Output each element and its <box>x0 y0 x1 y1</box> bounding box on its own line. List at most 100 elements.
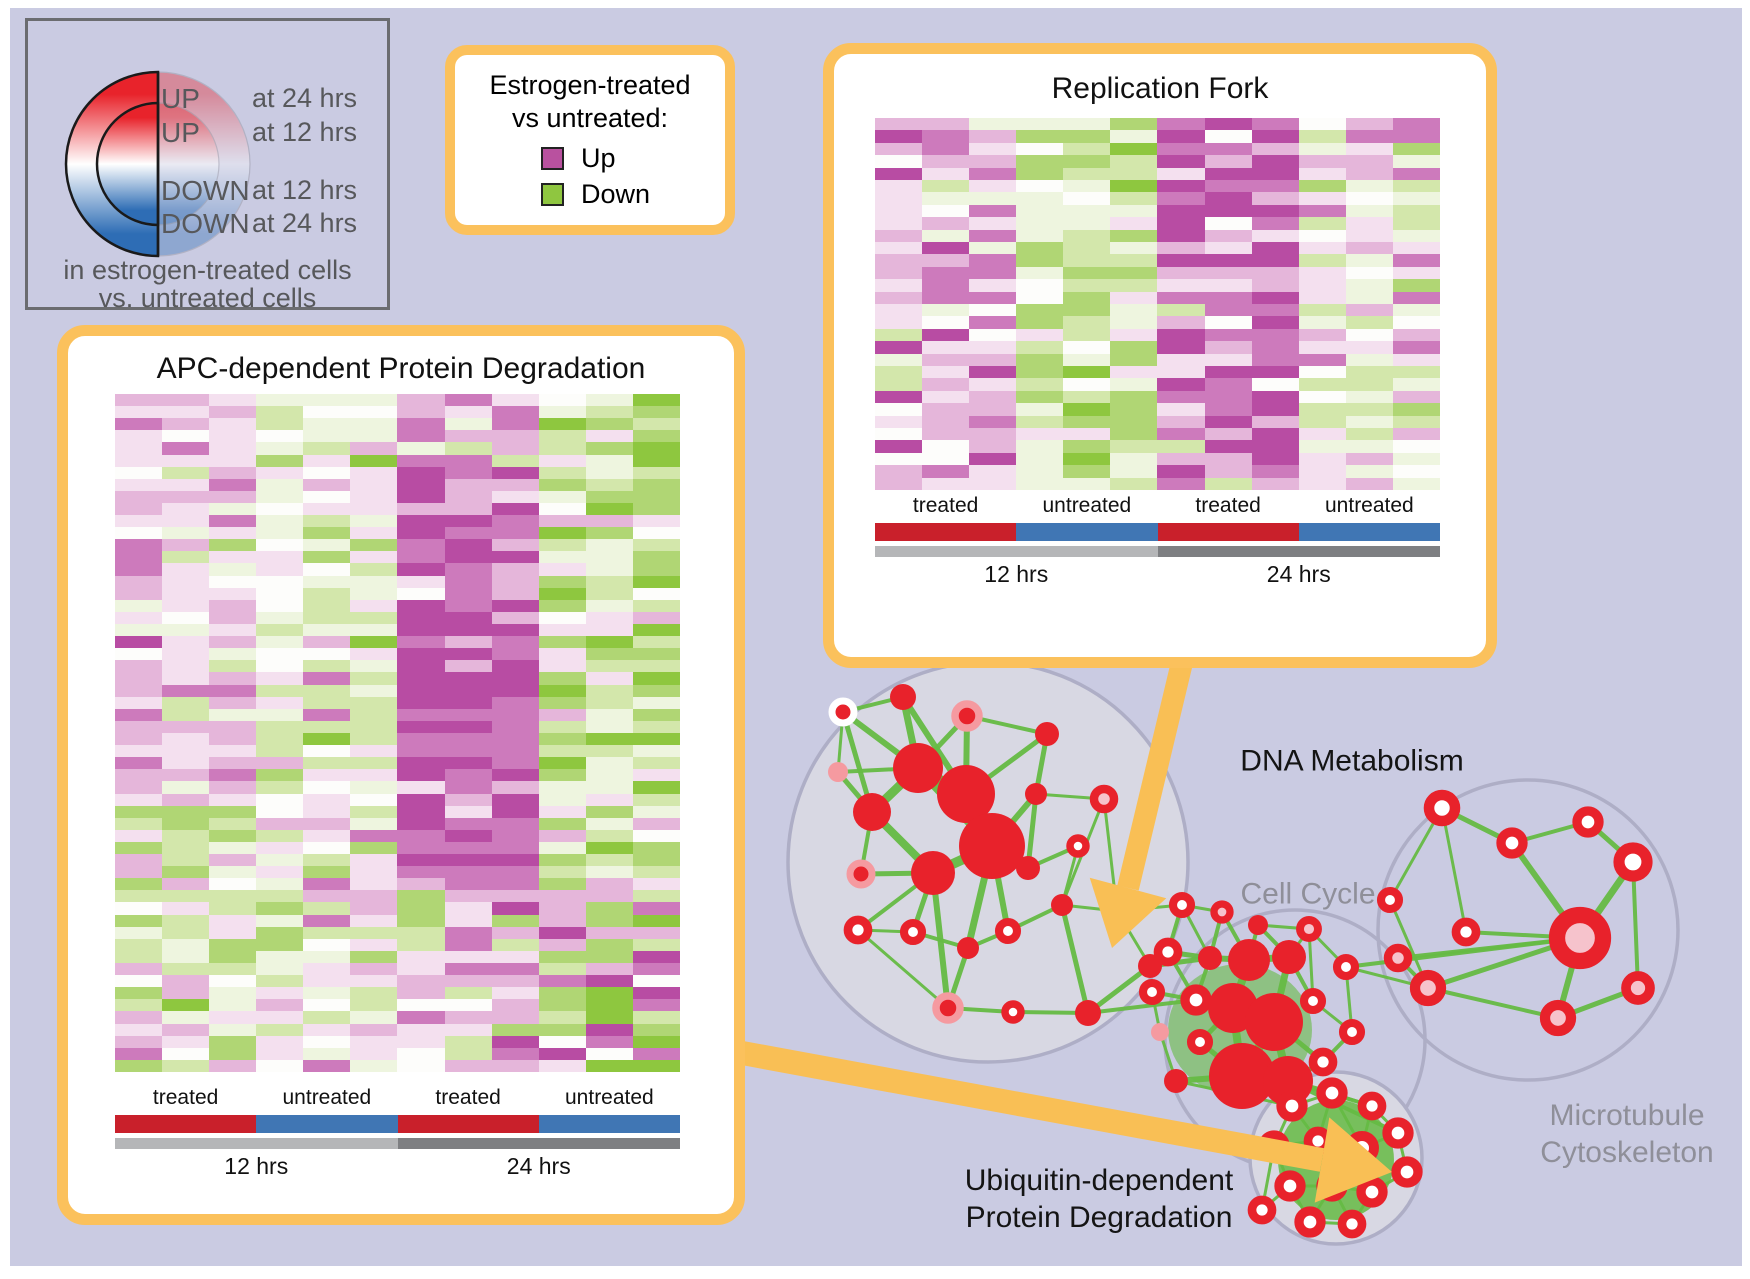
heatmap-cell <box>1016 415 1064 428</box>
axis-condition-bar <box>115 1115 257 1133</box>
heatmap-cell <box>491 502 539 516</box>
heatmap-cell <box>303 599 351 612</box>
heatmap-cell <box>1251 291 1299 304</box>
heatmap-cell <box>632 406 680 419</box>
heatmap-cell <box>491 854 539 867</box>
heatmap-cell <box>350 527 398 540</box>
axis-time-bar <box>875 546 1158 557</box>
heatmap-cell <box>1063 291 1111 304</box>
network-node <box>1272 940 1306 974</box>
heatmap-cell <box>1157 241 1205 255</box>
heatmap-cell <box>350 454 398 467</box>
heatmap-cell <box>632 1011 680 1024</box>
network-node <box>1051 894 1073 916</box>
heatmap-cell <box>1251 241 1299 255</box>
heatmap-cell <box>397 793 445 806</box>
heatmap-cell <box>491 563 539 576</box>
heatmap-cell <box>538 684 586 697</box>
heatmap-cell <box>256 890 304 903</box>
heatmap-cell <box>491 975 539 988</box>
heatmap-cell <box>162 805 210 818</box>
heatmap-cell <box>875 341 923 354</box>
heatmap-cell <box>1345 403 1393 416</box>
network-node <box>1075 1000 1101 1026</box>
network-node <box>994 917 1022 945</box>
color-key-label: Down <box>581 179 651 209</box>
heatmap-cell <box>256 878 304 891</box>
heatmap-cell <box>632 829 680 842</box>
heatmap-cell <box>1251 365 1299 379</box>
network-node <box>1274 1170 1306 1202</box>
heatmap-cell <box>209 720 257 733</box>
heatmap-cell <box>209 575 257 588</box>
heatmap-cell <box>1157 403 1205 416</box>
heatmap-cell <box>397 926 445 939</box>
heatmap-cell <box>585 490 633 503</box>
axis-condition-bar <box>397 1115 539 1133</box>
heatmap-cell <box>162 963 210 976</box>
heatmap-cell <box>397 1059 445 1072</box>
heatmap-cell <box>1016 440 1064 453</box>
heatmap-cell <box>491 793 539 806</box>
heatmap-cell <box>585 551 633 564</box>
heatmap-cell <box>491 938 539 951</box>
heatmap-cell <box>538 599 586 612</box>
replication-fork-axis: treated untreated treated untreated 12 hrs 24… <box>875 494 1440 588</box>
heatmap-cell <box>1345 142 1393 156</box>
heatmap-cell <box>350 854 398 867</box>
heatmap-cell <box>115 793 163 806</box>
heatmap-cell <box>922 167 970 180</box>
heatmap-cell <box>922 353 970 366</box>
heatmap-cell <box>444 805 492 818</box>
heatmap-cell <box>209 696 257 709</box>
heatmap-cell <box>1110 353 1158 366</box>
heatmap-cell <box>1345 415 1393 428</box>
heatmap-cell <box>1251 204 1299 218</box>
heatmap-cell <box>1016 316 1064 329</box>
heatmap-cell <box>969 118 1017 131</box>
heatmap-cell <box>115 454 163 467</box>
replication-fork-panel: Replication Fork treated untreated treated… <box>823 43 1497 668</box>
heatmap-cell <box>922 241 970 255</box>
network-node <box>1332 953 1360 981</box>
heatmap-cell <box>969 353 1017 366</box>
heatmap-cell <box>162 854 210 867</box>
heatmap-cell <box>538 769 586 782</box>
heatmap-cell <box>1392 316 1440 329</box>
heatmap-cell <box>444 890 492 903</box>
heatmap-cell <box>115 611 163 625</box>
heatmap-cell <box>444 672 492 685</box>
heatmap-cell <box>491 454 539 467</box>
heatmap-cell <box>256 975 304 988</box>
heatmap-cell <box>350 1047 398 1060</box>
heatmap-cell <box>491 1047 539 1060</box>
heatmap-cell <box>1016 452 1064 466</box>
replication-fork-title: Replication Fork <box>1051 72 1269 105</box>
heatmap-cell <box>585 587 633 600</box>
heatmap-cell <box>397 430 445 443</box>
heatmap-cell <box>444 757 492 770</box>
heatmap-cell <box>397 442 445 455</box>
heatmap-cell <box>969 179 1017 193</box>
heatmap-cell <box>1392 390 1440 404</box>
heatmap-cell <box>115 430 163 443</box>
heatmap-cell <box>209 841 257 855</box>
heatmap-cell <box>115 720 163 733</box>
heatmap-cell <box>115 841 163 855</box>
network-node <box>1572 806 1604 838</box>
heatmap-cell <box>538 938 586 951</box>
network-node <box>1357 1091 1387 1121</box>
axis-condition-bar <box>875 523 1017 541</box>
heatmap-cell <box>922 365 970 379</box>
heatmap-cell <box>350 745 398 758</box>
heatmap-cell <box>585 648 633 661</box>
axis-condition-bar <box>1016 523 1158 541</box>
heatmap-cell <box>444 963 492 976</box>
color-key-item: Down <box>541 179 725 210</box>
heatmap-cell <box>538 660 586 673</box>
heatmap-cell <box>1345 279 1393 292</box>
heatmap-cell <box>969 303 1017 317</box>
heatmap-cell <box>875 452 923 466</box>
heatmap-cell <box>350 938 398 951</box>
